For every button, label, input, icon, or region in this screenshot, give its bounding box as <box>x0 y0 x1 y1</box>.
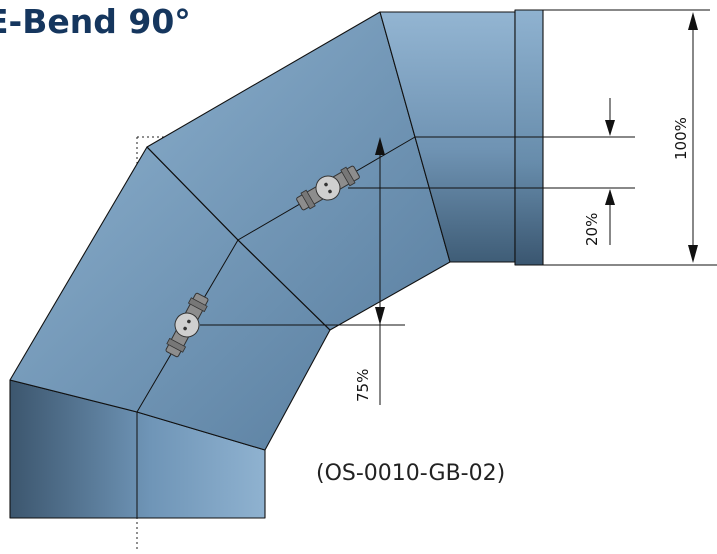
dimension-lower-offset-label: 75% <box>354 369 372 402</box>
lower-fitting <box>165 292 209 358</box>
upper-fitting <box>296 165 360 211</box>
dimension-total <box>543 9 717 266</box>
bend-pipe-body <box>9 9 544 519</box>
dimension-upper-offset-label: 20% <box>583 213 601 246</box>
dimension-upper-offset <box>348 98 635 245</box>
drawing-title: E-Bend 90° <box>0 2 191 41</box>
dimension-total-label: 100% <box>672 117 690 160</box>
dimension-lower-offset <box>200 137 405 405</box>
part-code: (OS-0010-GB-02) <box>316 461 505 486</box>
